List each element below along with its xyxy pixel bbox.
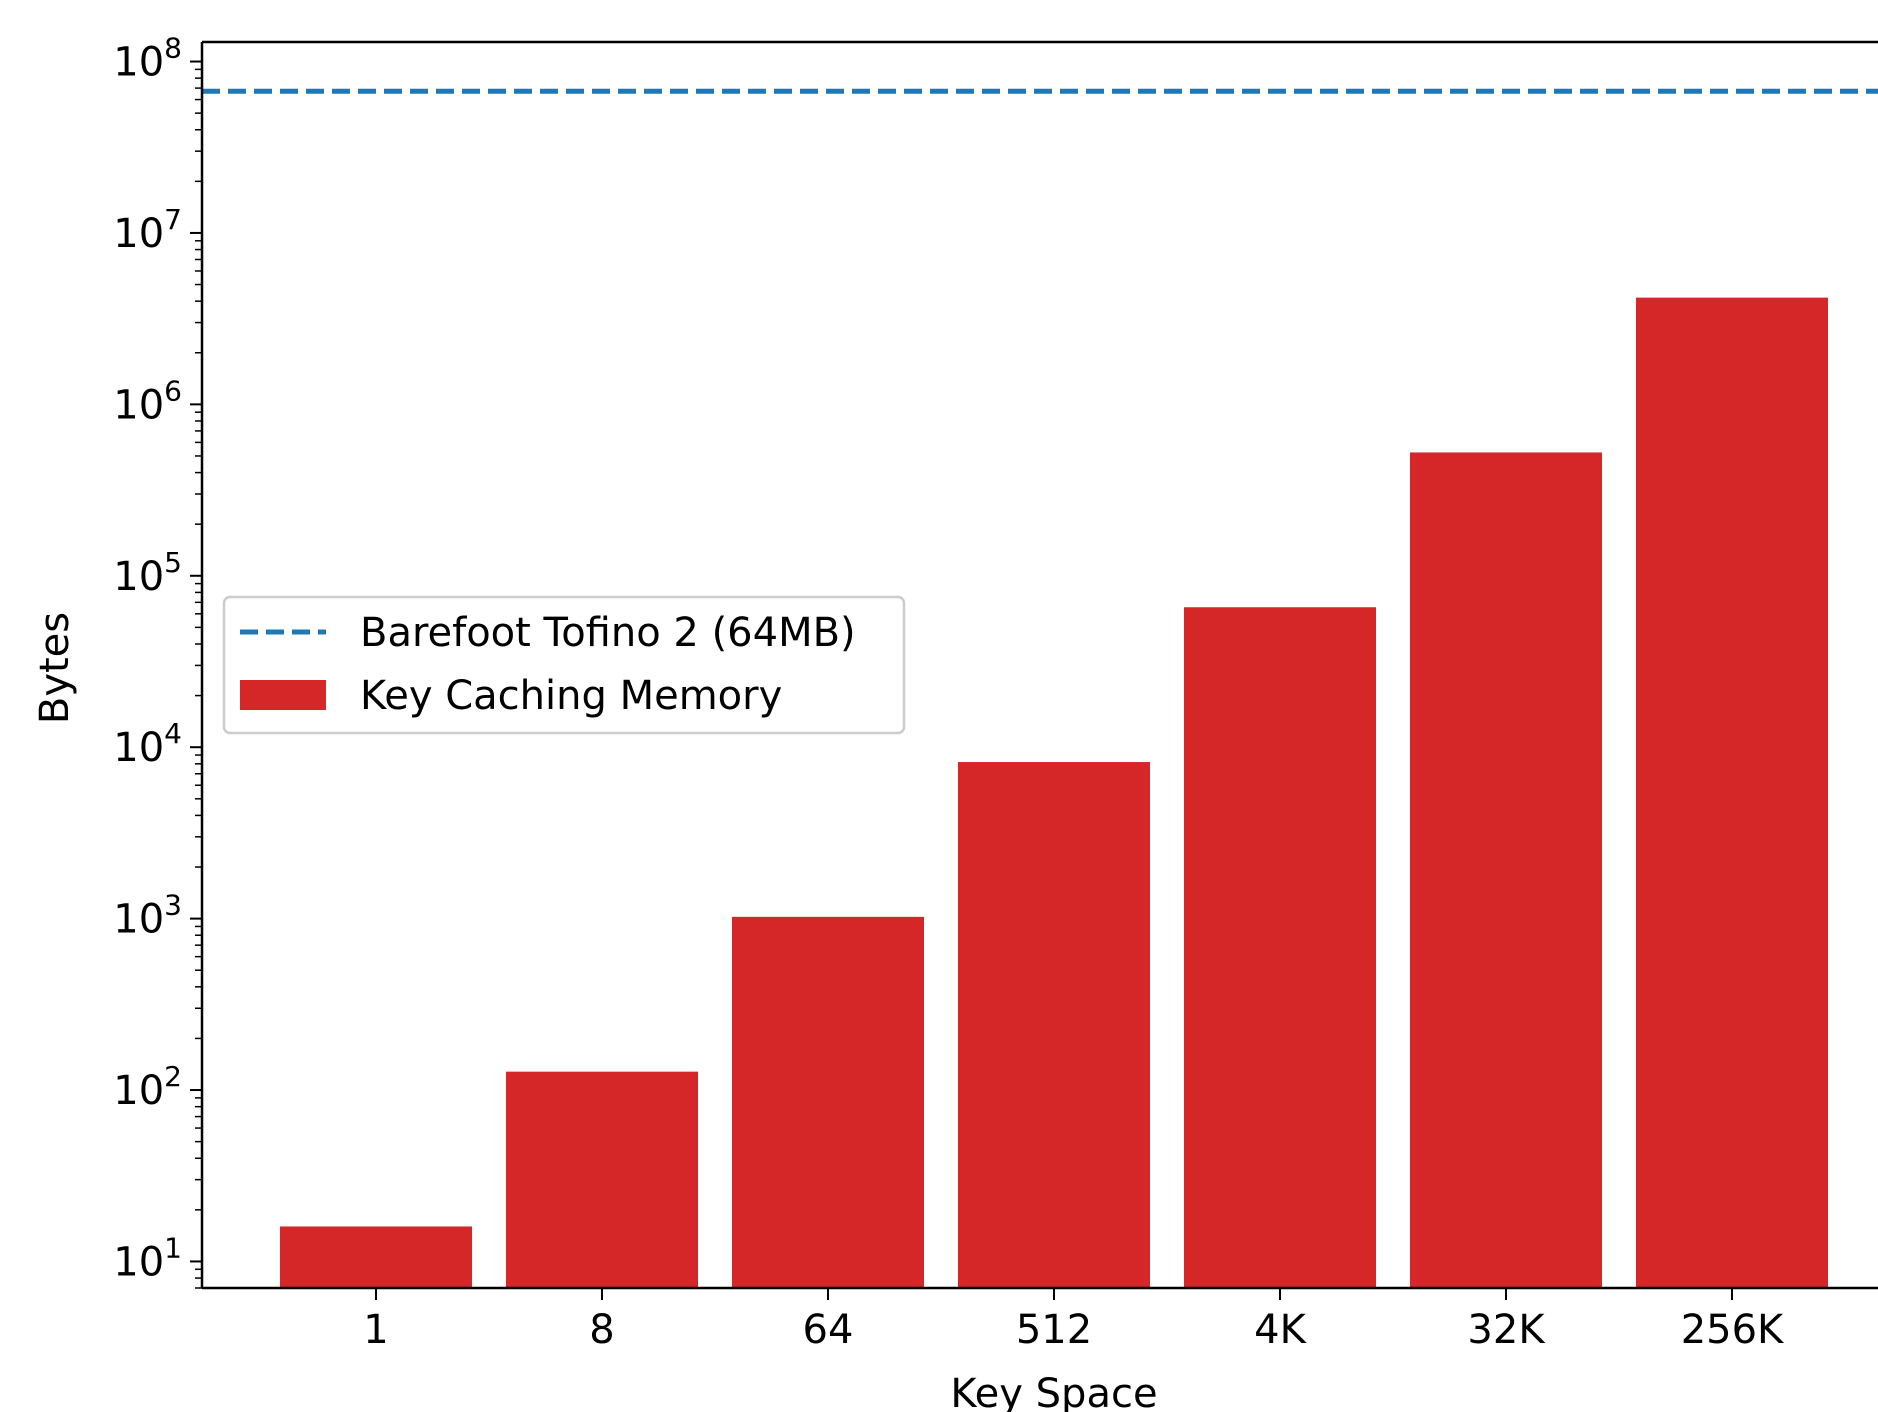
x-axis-label: Key Space xyxy=(950,1371,1157,1412)
y-tick-label-8: 108 xyxy=(113,32,182,86)
y-tick-label-2: 102 xyxy=(113,1060,182,1114)
bar-1 xyxy=(280,1226,472,1288)
x-tick-label-512: 512 xyxy=(1016,1307,1092,1353)
bar-64 xyxy=(732,916,924,1288)
y-tick-label-7: 107 xyxy=(113,203,182,257)
x-tick-label-8: 8 xyxy=(589,1307,614,1353)
bar-32K xyxy=(1410,452,1602,1288)
y-tick-label-5: 105 xyxy=(113,546,182,600)
legend-reference-label: Barefoot Tofino 2 (64MB) xyxy=(360,610,856,656)
bar-8 xyxy=(506,1071,698,1288)
x-tick-label-64: 64 xyxy=(803,1307,854,1353)
bar-256K xyxy=(1636,297,1828,1288)
legend: Barefoot Tofino 2 (64MB) Key Caching Mem… xyxy=(222,595,906,735)
x-tick-label-32K: 32K xyxy=(1467,1307,1546,1353)
y-axis-label: Bytes xyxy=(32,612,78,724)
bar-4K xyxy=(1184,607,1376,1288)
x-tick-label-4K: 4K xyxy=(1254,1307,1307,1353)
bars-layer xyxy=(280,297,1828,1288)
x-tick-label-1: 1 xyxy=(363,1307,388,1353)
x-tick-label-256K: 256K xyxy=(1681,1307,1785,1353)
y-tick-label-3: 103 xyxy=(113,889,182,943)
legend-frame xyxy=(222,595,906,735)
x-ticks-layer: 1 8 64 512 4K 32K 256K xyxy=(363,1288,1785,1353)
y-tick-label-4: 104 xyxy=(113,717,182,771)
y-ticks-layer: 101 102 103 104 105 106 107 108 xyxy=(113,32,202,1289)
y-tick-label-1: 101 xyxy=(113,1231,182,1285)
bar-512 xyxy=(958,762,1150,1288)
legend-bar-swatch xyxy=(240,680,326,710)
legend-bar-label: Key Caching Memory xyxy=(360,673,782,719)
y-tick-label-6: 106 xyxy=(113,374,182,428)
